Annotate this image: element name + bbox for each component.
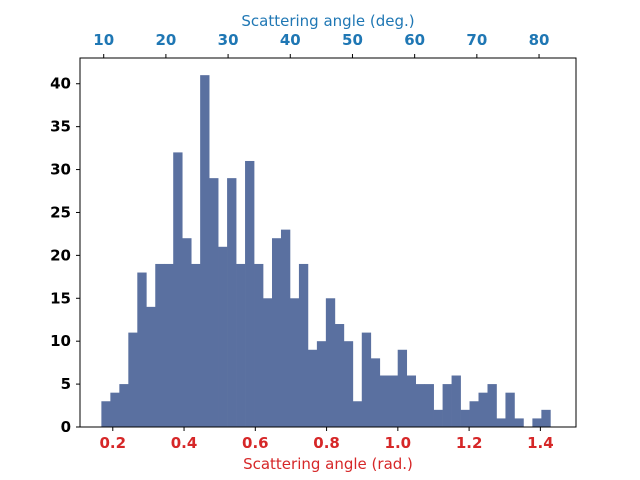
histogram-bar: [119, 384, 129, 427]
bottom-x-axis: 0.2 0.4 0.6 0.8 1.0 1.2 1.4: [99, 427, 554, 452]
histogram-bar: [469, 401, 479, 427]
y-tick-label: 25: [50, 203, 71, 221]
histogram-bar: [415, 384, 425, 427]
top-tick-label: 20: [155, 31, 176, 49]
histogram-bar: [128, 332, 138, 427]
histogram-bar: [236, 263, 246, 427]
top-tick-label: 40: [280, 31, 301, 49]
histogram-bar: [254, 263, 264, 427]
histogram-bar: [505, 392, 515, 427]
histogram-bar: [370, 358, 381, 427]
histogram-bar: [263, 298, 273, 427]
histogram-bar: [334, 324, 345, 427]
top-tick-label: 50: [342, 31, 363, 49]
top-tick-label: 70: [466, 31, 487, 49]
histogram-bar: [218, 246, 228, 427]
histogram-bar: [478, 392, 488, 427]
y-axis: 0 5 10 15 20 25 30 35 40: [50, 75, 80, 436]
top-axis-label: Scattering angle (deg.): [241, 12, 414, 30]
histogram-bar: [406, 375, 417, 427]
top-tick-label: 80: [529, 31, 550, 49]
x-tick-label: 0.6: [242, 434, 269, 452]
histogram-bar: [182, 238, 192, 427]
histogram-bar: [146, 306, 156, 427]
histogram-bar: [289, 298, 300, 427]
histogram-bar: [451, 375, 461, 427]
histogram-bar: [110, 392, 120, 427]
histogram-bar: [307, 349, 318, 427]
x-tick-label: 1.0: [385, 434, 412, 452]
histogram-bar: [271, 238, 282, 427]
histogram-bar: [442, 384, 452, 427]
histogram-bar: [541, 409, 551, 427]
histogram-bar: [280, 229, 291, 427]
histogram-bar: [361, 332, 372, 427]
y-tick-label: 40: [50, 75, 71, 93]
x-tick-label: 0.8: [313, 434, 340, 452]
histogram-bar: [155, 263, 165, 427]
y-tick-label: 20: [50, 246, 71, 264]
plot-frame: [79, 57, 577, 428]
histogram-bar: [200, 75, 210, 427]
histogram-bar: [227, 178, 237, 427]
histogram-bar: [101, 401, 111, 427]
top-x-axis: 10 20 30 40 50 60 70 80: [93, 31, 549, 58]
histogram-bar: [164, 263, 174, 427]
y-tick-label: 15: [50, 289, 71, 307]
x-tick-label: 0.2: [99, 434, 126, 452]
histogram-bar: [388, 375, 399, 427]
histogram-bar: [245, 160, 255, 428]
x-axis-label: Scattering angle (rad.): [243, 455, 413, 473]
histogram-bar: [209, 178, 219, 427]
x-tick-label: 0.4: [171, 434, 198, 452]
histogram-bar: [191, 263, 201, 427]
histogram-bar: [298, 263, 309, 427]
histogram-bar: [496, 418, 506, 427]
histogram-bar: [433, 409, 443, 427]
histogram-bar: [397, 349, 408, 427]
histogram-bar: [137, 272, 147, 427]
histogram-bar: [379, 375, 390, 427]
histogram-bar: [460, 409, 470, 427]
histogram-bars: [101, 75, 551, 428]
top-tick-label: 30: [218, 31, 239, 49]
histogram-bar: [173, 152, 183, 427]
histogram-bar: [352, 401, 363, 427]
x-tick-label: 1.2: [456, 434, 483, 452]
top-tick-label: 60: [404, 31, 425, 49]
histogram-bar: [325, 298, 336, 427]
x-tick-label: 1.4: [527, 434, 554, 452]
y-tick-label: 0: [61, 418, 71, 436]
y-tick-label: 5: [61, 375, 71, 393]
y-tick-label: 30: [50, 161, 71, 179]
histogram-bar: [487, 384, 497, 427]
histogram-bar: [424, 384, 434, 427]
histogram-bar: [532, 418, 542, 427]
top-tick-label: 10: [93, 31, 114, 49]
histogram-bar: [514, 418, 524, 427]
y-tick-label: 10: [50, 332, 71, 350]
y-tick-label: 35: [50, 118, 71, 136]
histogram-bar: [316, 341, 327, 427]
histogram-bar: [343, 341, 354, 427]
